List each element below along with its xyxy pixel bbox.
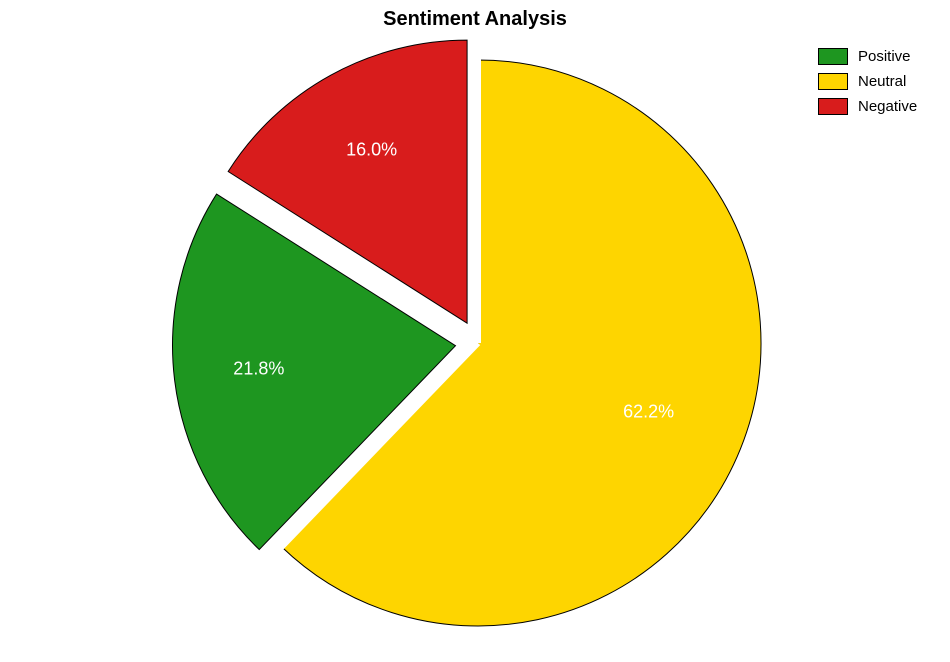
legend: Positive Neutral Negative bbox=[818, 48, 917, 123]
legend-label-negative: Negative bbox=[858, 98, 917, 115]
slice-label-negative: 16.0% bbox=[346, 139, 397, 160]
legend-label-positive: Positive bbox=[858, 48, 911, 65]
pie-chart bbox=[0, 0, 950, 662]
legend-swatch-neutral bbox=[818, 73, 848, 90]
slice-label-neutral: 62.2% bbox=[623, 401, 674, 422]
legend-item-negative: Negative bbox=[818, 98, 917, 115]
slice-label-positive: 21.8% bbox=[233, 359, 284, 380]
legend-item-positive: Positive bbox=[818, 48, 917, 65]
legend-item-neutral: Neutral bbox=[818, 73, 917, 90]
legend-swatch-positive bbox=[818, 48, 848, 65]
legend-swatch-negative bbox=[818, 98, 848, 115]
legend-label-neutral: Neutral bbox=[858, 73, 906, 90]
